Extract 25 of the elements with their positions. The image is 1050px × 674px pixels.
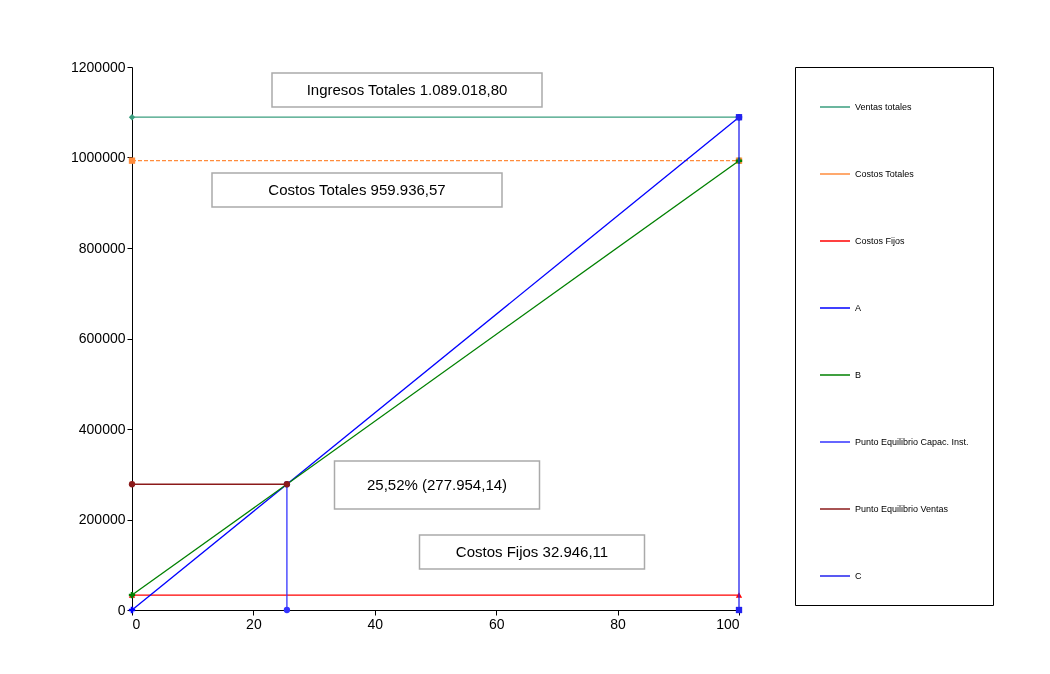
legend-label: Punto Equilibrio Capac. Inst. [855,437,969,447]
x-tick-label: 80 [610,615,627,632]
x-tick-label: 60 [488,615,505,632]
x-tick-label: 0 [132,615,141,632]
y-tick-label: 400000 [78,420,126,437]
legend-label: A [855,303,862,313]
y-tick-label: 600000 [78,330,126,346]
annotation: Costos Fijos 32.946,11 [455,543,609,560]
legend-label: Ventas totales [855,102,913,112]
x-tick-label: 20 [246,615,262,632]
legend-label: Costos Fijos [855,236,906,246]
annotation: Costos Totales 959.936,57 [268,181,446,198]
y-tick-label: 1000000 [70,149,126,165]
x-tick-label: 100 [716,615,740,632]
annotation: 25,52% (277.954,14) [366,476,508,493]
y-tick-label: 200000 [78,511,126,527]
y-tick-label: 1200000 [70,58,126,75]
annotation: Ingresos Totales 1.089.018,80 [306,81,508,98]
legend-label: Punto Equilibrio Ventas [855,504,949,514]
x-tick-label: 40 [367,615,384,632]
legend-label: B [855,370,862,380]
legend-label: Costos Totales [855,169,915,179]
y-tick-label: 0 [117,601,126,618]
y-tick-label: 800000 [78,239,126,256]
legend-label: C [855,571,862,581]
